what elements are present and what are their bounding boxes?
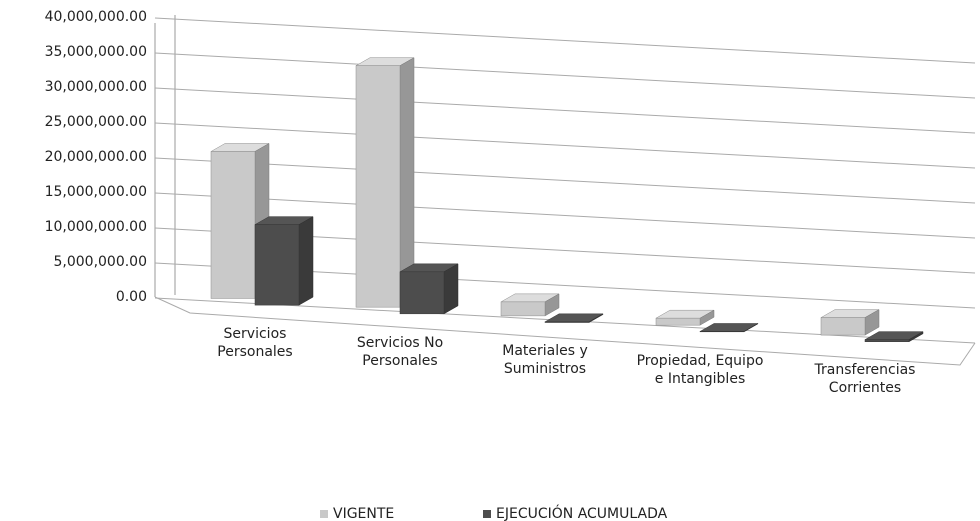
legend-item: VIGENTE <box>320 506 394 521</box>
bar <box>355 65 401 308</box>
bar <box>864 339 910 342</box>
floor <box>154 296 976 366</box>
x-tick-label: Servicios No Personales <box>356 334 444 369</box>
legend-label: VIGENTE <box>333 506 395 521</box>
x-tick-label: Materiales y Suministros <box>502 343 588 378</box>
bar <box>254 224 300 306</box>
grid-line <box>154 122 976 169</box>
bar <box>655 317 701 326</box>
grid-line <box>154 87 976 134</box>
y-tick-label: 30,000,000.00 <box>45 79 147 95</box>
bar-side <box>443 263 459 315</box>
legend-swatch <box>483 510 491 518</box>
grid-line <box>154 192 976 239</box>
bar <box>210 151 256 299</box>
legend-swatch <box>320 510 328 518</box>
grid-line <box>154 157 976 204</box>
y-tick-label: 35,000,000.00 <box>45 44 147 60</box>
y-tick-label: 15,000,000.00 <box>45 184 147 200</box>
grid-line <box>154 52 976 99</box>
bar <box>399 271 445 315</box>
x-tick-label: Transferencias Corrientes <box>814 362 916 397</box>
legend-label: EJECUCIÓN ACUMULADA <box>496 506 668 521</box>
y-tick-label: 10,000,000.00 <box>45 219 147 235</box>
bar <box>544 321 590 323</box>
bar <box>500 301 546 317</box>
grid-line <box>154 17 976 64</box>
y-tick-label: 40,000,000.00 <box>45 9 147 25</box>
y-tick-label: 0.00 <box>116 289 147 305</box>
y-tick-label: 20,000,000.00 <box>45 149 147 165</box>
x-tick-label: Propiedad, Equipo e Intangibles <box>636 352 764 387</box>
bar-top <box>544 313 604 323</box>
bar <box>820 317 866 336</box>
y-tick-label: 25,000,000.00 <box>45 114 147 130</box>
bar-side <box>298 216 314 306</box>
y-tick-label: 5,000,000.00 <box>53 254 147 270</box>
x-tick-label: Servicios Personales <box>217 325 293 360</box>
legend-item: EJECUCIÓN ACUMULADA <box>483 506 667 521</box>
